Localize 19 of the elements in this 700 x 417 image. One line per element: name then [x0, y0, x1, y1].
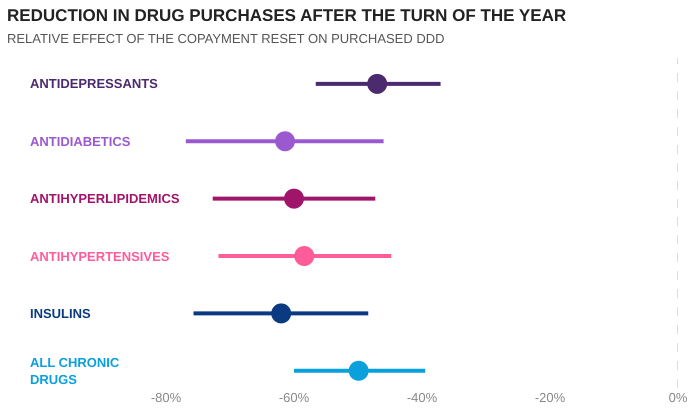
point — [271, 303, 292, 324]
point — [294, 246, 314, 266]
point — [284, 188, 304, 209]
x-tick-label: -80% — [150, 390, 182, 405]
x-tick-label: -20% — [534, 390, 566, 405]
point — [348, 360, 369, 381]
x-tick-label: -60% — [278, 390, 310, 405]
y-tick-label: INSULINS — [30, 306, 91, 321]
point — [367, 74, 388, 94]
point — [275, 131, 296, 152]
x-tick-label: 0% — [668, 390, 688, 405]
y-tick-label: ANTIHYPERTENSIVES — [30, 249, 170, 264]
y-tick-label: ANTIDEPRESSANTS — [30, 76, 158, 91]
y-tick-label: ANTIHYPERLIPIDEMICS — [30, 191, 180, 206]
chart-title: REDUCTION IN DRUG PURCHASES AFTER THE TURN OF THE YEAR — [7, 6, 566, 25]
chart-subtitle: RELATIVE EFFECT OF THE COPAYMENT RESET ON PURCHASED DDD — [7, 30, 444, 46]
y-tick-label: ALL CHRONIC DRUGS — [30, 355, 120, 387]
x-tick-label: -40% — [406, 390, 438, 405]
y-tick-label: ANTIDIABETICS — [30, 134, 131, 149]
